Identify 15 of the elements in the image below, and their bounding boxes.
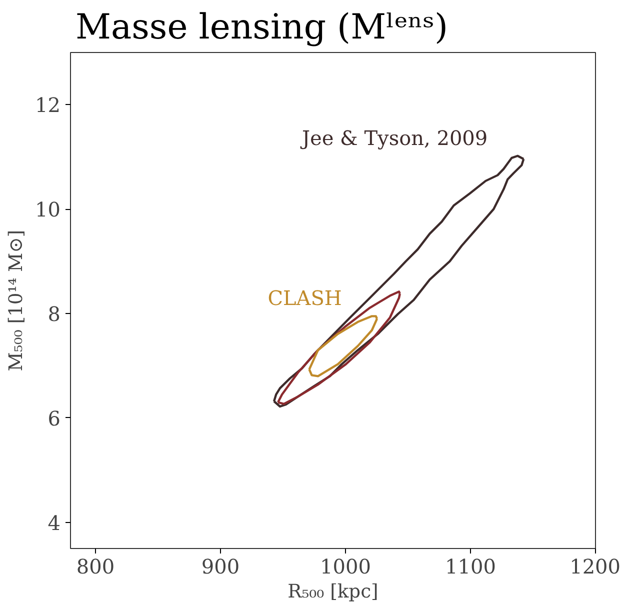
y-tick-label: 12 [35, 93, 61, 118]
x-tick-label: 800 [76, 554, 115, 578]
y-axis-title: M₅₀₀ [10¹⁴ M⊙] [6, 230, 28, 372]
y-tick-label: 10 [35, 198, 61, 222]
x-tick-label: 1100 [445, 554, 496, 578]
x-tick-label: 1000 [320, 554, 371, 578]
x-tick-label: 1200 [570, 554, 621, 578]
y-tick-label: 4 [48, 510, 61, 535]
x-tick-label: 900 [201, 554, 240, 578]
series-label: Jee & Tyson, 2009 [300, 126, 488, 150]
y-tick-label: 8 [48, 302, 61, 326]
y-tick-label: 6 [48, 406, 61, 430]
x-axis-title: R₅₀₀ [kpc] [288, 582, 378, 602]
chart-title: Masse lensing (Mˡᵉⁿˢ) [76, 8, 448, 48]
series-label: CLASH [268, 286, 342, 310]
